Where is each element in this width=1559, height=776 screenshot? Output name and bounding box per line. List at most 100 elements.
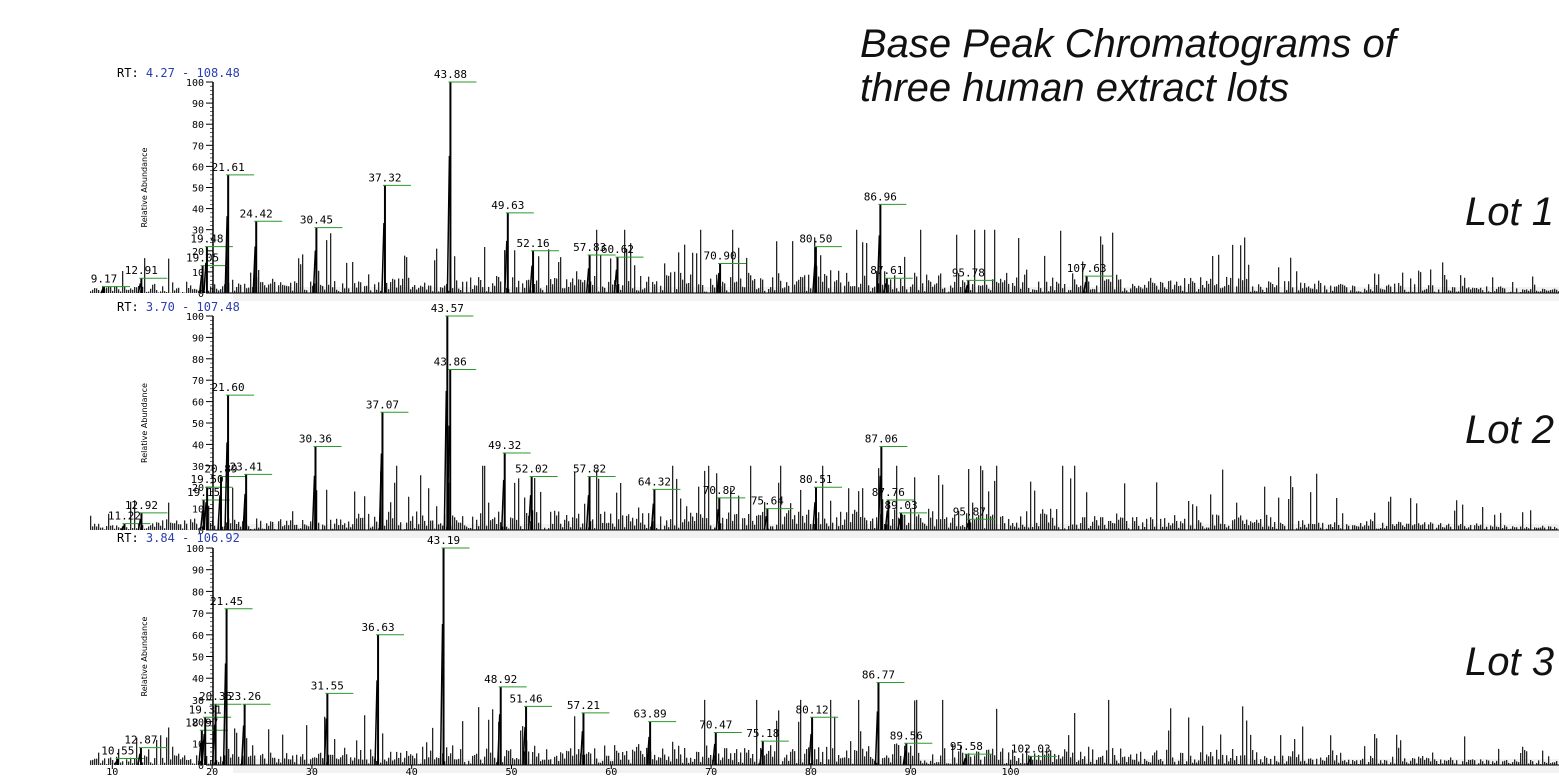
- peak-shoulder: [137, 283, 142, 294]
- y-tick-label: 90: [192, 99, 204, 110]
- peak-shoulder: [522, 726, 526, 766]
- panel-lot2: 0 10 20 30 40 50 60 70 80 90 100 Relative Abundance…: [90, 302, 1559, 538]
- peak-shoulder: [198, 275, 203, 294]
- peak-label: 80.51: [799, 473, 832, 486]
- peak-label: 52.02: [515, 463, 548, 476]
- peak-shoulder: [646, 736, 650, 766]
- y-tick-label: 60: [192, 162, 204, 173]
- y-tick-label: 40: [192, 205, 204, 216]
- peak-shoulder: [613, 269, 618, 294]
- rt-range-value: 4.27 - 108.48: [145, 66, 240, 80]
- rt-range-value: 3.84 - 106.92: [145, 531, 240, 545]
- panel-lot1: 0 10 20 30 40 50 60 70 80 90 100 Relative Abundance…: [90, 68, 1559, 301]
- peak-label: 21.60: [212, 381, 245, 394]
- peak-shoulder: [201, 733, 205, 766]
- panel-shadow: [233, 759, 1559, 773]
- y-tick-label: 70: [192, 141, 204, 152]
- peak-label: 23.41: [230, 460, 263, 473]
- peak-label: 60.62: [601, 243, 634, 256]
- peak-label: 49.32: [488, 439, 521, 452]
- x-tick-label: 80: [805, 767, 817, 776]
- peak-shoulder: [137, 518, 142, 531]
- peak-label: 11.22: [108, 510, 141, 523]
- y-tick-label: 20: [192, 483, 204, 494]
- y-tick-label: 80: [192, 587, 204, 598]
- y-tick-label: 70: [192, 609, 204, 620]
- peak-label: 10.55: [101, 744, 134, 757]
- peak-label: 75.18: [746, 727, 779, 740]
- peak-shoulder: [446, 155, 451, 294]
- peak-shoulder: [874, 711, 879, 766]
- peak-shoulder: [883, 283, 887, 294]
- peak-label: 20.35: [199, 690, 232, 703]
- peak-label: 63.89: [634, 708, 667, 721]
- peak-shoulder: [211, 725, 216, 766]
- y-tick-label: 60: [192, 631, 204, 642]
- y-tick-label: 60: [192, 398, 204, 409]
- y-tick-label: 0: [198, 526, 204, 537]
- y-tick-label: 30: [192, 696, 204, 707]
- peak-shoulder: [902, 750, 907, 766]
- peak-shoulder: [715, 509, 720, 531]
- peak-label: 95.78: [952, 266, 985, 279]
- peak-shoulder: [884, 510, 889, 531]
- y-tick-label: 80: [192, 120, 204, 131]
- rt-range-lot3: RT: 3.84 - 106.92: [117, 531, 240, 545]
- peak-label: 30.36: [299, 433, 332, 446]
- peak-label: 87.76: [872, 486, 905, 499]
- peak-label: 95.87: [953, 505, 986, 518]
- peak-shoulder: [439, 623, 444, 766]
- y-tick-label: 100: [186, 78, 204, 89]
- x-tick-label: 100: [1001, 767, 1019, 776]
- peak-label: 89.56: [890, 729, 923, 742]
- y-tick-label: 50: [192, 184, 204, 195]
- y-tick-label: 10: [192, 505, 204, 516]
- peak-shoulder: [217, 495, 221, 531]
- peak-label: 87.61: [870, 264, 903, 277]
- peak-shoulder: [114, 760, 118, 766]
- peak-label: 19.05: [186, 252, 219, 265]
- peak-shoulder: [716, 273, 720, 294]
- peak-label: 95.58: [950, 740, 983, 753]
- peak-shoulder: [962, 757, 967, 766]
- x-tick-label: 20: [206, 767, 218, 776]
- panel-shadow: [233, 287, 1559, 301]
- panel-lot3: 0 10 20 30 40 50 60 70 80 90 100 Relative Abundance…: [90, 534, 1559, 773]
- peak-shoulder: [496, 714, 501, 766]
- chart-title: Base Peak Chromatograms of three human e…: [860, 22, 1396, 110]
- peak-shoulder: [323, 718, 328, 766]
- peak-shoulder: [763, 515, 768, 531]
- rt-range-lot2: RT: 3.70 - 107.48: [117, 300, 240, 314]
- peak-shoulder: [137, 753, 141, 766]
- peak-label: 43.57: [431, 302, 464, 315]
- peak-shoulder: [808, 733, 812, 766]
- y-tick-label: 20: [192, 247, 204, 258]
- x-tick-label: 10: [106, 767, 118, 776]
- peak-shoulder: [374, 680, 378, 766]
- peak-label: 51.46: [510, 692, 543, 705]
- peak-shoulder: [876, 235, 881, 294]
- peak-shoulder: [529, 265, 533, 294]
- peak-shoulder: [446, 425, 450, 531]
- lot1-label: Lot 1: [1465, 190, 1554, 234]
- peak-label: 21.45: [210, 595, 243, 608]
- peak-label: 64.32: [638, 475, 671, 488]
- peak-label: 31.55: [311, 679, 344, 692]
- peak-label: 102.03: [1011, 742, 1051, 755]
- y-tick-label: 30: [192, 226, 204, 237]
- peak-label: 24.42: [240, 207, 273, 220]
- peak-shoulder: [500, 479, 505, 531]
- rt-range-lot1: RT: 4.27 - 108.48: [117, 66, 240, 80]
- peak-label: 12.92: [125, 499, 158, 512]
- peak-label: 57.21: [567, 699, 600, 712]
- peak-label: 49.63: [491, 199, 524, 212]
- peak-label: 75.64: [751, 495, 784, 508]
- y-tick-label: 10: [192, 739, 204, 750]
- x-tick-label: 30: [306, 767, 318, 776]
- rt-prefix: RT:: [117, 66, 139, 80]
- peak-label: 89.03: [884, 499, 917, 512]
- chart-title-line2: three human extract lots: [860, 66, 1290, 110]
- peak-shoulder: [252, 246, 256, 294]
- peak-shoulder: [812, 262, 816, 294]
